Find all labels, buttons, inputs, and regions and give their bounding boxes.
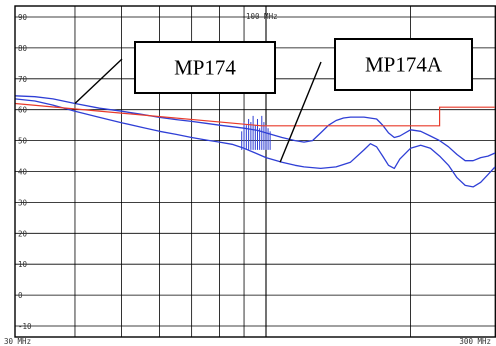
callout-box (134, 41, 276, 94)
x-tick-label: 100 MHz (246, 12, 278, 21)
callout-label: MP174A (365, 53, 443, 77)
limit-line (15, 102, 495, 127)
y-axis-ticks: -10 0 10 20 30 40 50 60 70 80 90 (18, 13, 32, 331)
callouts: MP174 MP174A (74, 38, 473, 163)
y-tick-label: 70 (18, 75, 28, 84)
y-tick-label: 10 (18, 260, 28, 269)
x-tick-label: 30 MHz (4, 337, 31, 346)
callout-box (334, 38, 473, 91)
y-tick-label: 80 (18, 44, 28, 53)
y-tick-label: 60 (18, 106, 28, 115)
limit-line-group (15, 102, 495, 127)
y-tick-label: 90 (18, 13, 28, 22)
y-tick-label: 30 (18, 198, 28, 207)
callout-leader (74, 58, 123, 105)
y-tick-label: 40 (18, 168, 28, 177)
callout-leader (279, 61, 322, 163)
callout-label: MP174 (174, 56, 236, 80)
y-tick-label: 50 (18, 137, 28, 146)
y-tick-label: 0 (18, 291, 23, 300)
trace-2-line (15, 98, 496, 188)
y-tick-label: 20 (18, 229, 28, 238)
x-tick-label: 300 MHz (459, 337, 491, 346)
plot-frame (14, 5, 496, 338)
x-axis-ticks: 30 MHz 100 MHz 300 MHz (4, 12, 491, 346)
data-series (15, 95, 496, 188)
y-tick-label: -10 (18, 322, 32, 331)
spike-series (241, 115, 271, 150)
